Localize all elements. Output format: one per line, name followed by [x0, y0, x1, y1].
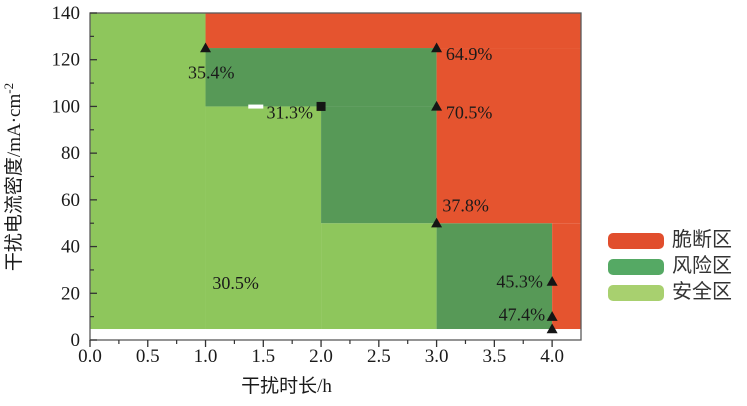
- x-tick-label: 0.5: [136, 346, 160, 367]
- legend-swatch-risk: [608, 258, 664, 275]
- annotation-label: 31.3%: [266, 102, 313, 122]
- y-tick-label: 120: [52, 50, 81, 71]
- region-risk-zone: [436, 223, 553, 330]
- legend-row-safe: 安全区: [608, 281, 732, 303]
- annotation-label: 70.5%: [446, 102, 493, 122]
- square-marker: [316, 101, 326, 111]
- x-axis-label: 干扰时长/h: [241, 375, 332, 397]
- y-tick-label: 100: [52, 96, 81, 117]
- x-tick-label: 1.5: [251, 346, 275, 367]
- x-tick-label: 3.5: [482, 346, 506, 367]
- artifact-white-dash: [248, 104, 264, 109]
- triangle-marker: [546, 323, 558, 334]
- annotation-label: 45.3%: [496, 272, 543, 292]
- y-tick-label: 20: [61, 283, 80, 304]
- region-brittle-zone: [205, 13, 581, 49]
- region-safe-zone: [321, 223, 437, 330]
- legend-swatch-safe: [608, 284, 664, 301]
- legend-label-risk: 风险区: [672, 255, 732, 277]
- legend-row-brittle: 脆断区: [608, 229, 732, 251]
- x-tick-label: 0.0: [78, 346, 102, 367]
- region-brittle-zone: [436, 48, 581, 224]
- annotation-label: 37.8%: [442, 196, 489, 216]
- y-tick-label: 60: [61, 190, 80, 211]
- x-tick-label: 3.0: [425, 346, 449, 367]
- annotation-label: 35.4%: [188, 63, 235, 83]
- y-axis-label: 干扰电流密度/mA·cm-2: [1, 83, 25, 271]
- annotation-label: 64.9%: [446, 44, 493, 64]
- legend-label-safe: 安全区: [672, 281, 732, 303]
- annotation-label: 30.5%: [212, 273, 259, 293]
- x-tick-label: 2.5: [367, 346, 391, 367]
- x-tick-label: 2.0: [309, 346, 333, 367]
- region-safe-zone: [205, 106, 322, 330]
- region-brittle-zone: [552, 223, 581, 330]
- x-tick-label: 1.0: [194, 346, 218, 367]
- x-tick-label: 4.0: [540, 346, 564, 367]
- y-tick-label: 40: [61, 237, 80, 258]
- region-risk-zone: [205, 48, 437, 107]
- legend: 脆断区 风险区 安全区: [608, 229, 732, 303]
- legend-swatch-brittle: [608, 232, 664, 249]
- annotation-label: 47.4%: [499, 304, 546, 324]
- y-tick-label: 80: [61, 143, 80, 164]
- legend-label-brittle: 脆断区: [672, 229, 732, 251]
- triangle-marker: [431, 100, 443, 111]
- triangle-marker: [546, 311, 558, 321]
- triangle-marker: [200, 42, 212, 53]
- triangle-marker: [431, 42, 443, 53]
- y-tick-label: 0: [71, 330, 81, 351]
- y-tick-label: 140: [52, 3, 81, 24]
- legend-row-risk: 风险区: [608, 255, 732, 277]
- triangle-marker: [431, 217, 443, 228]
- region-safe-zone: [90, 13, 206, 330]
- region-risk-zone: [321, 106, 437, 224]
- triangle-marker: [546, 276, 558, 286]
